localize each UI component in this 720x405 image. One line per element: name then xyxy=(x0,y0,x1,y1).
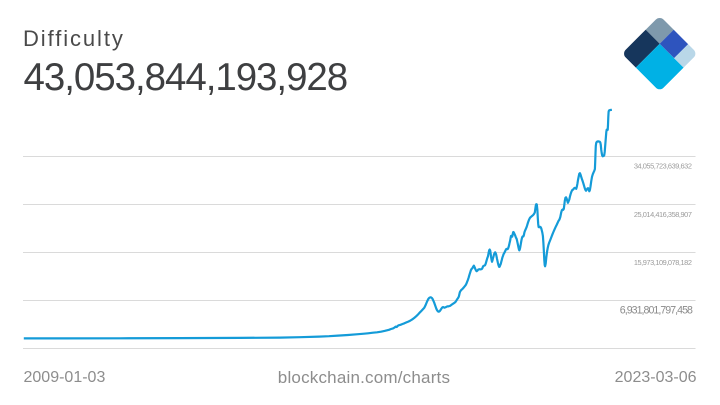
svg-text:15,973,109,078,182: 15,973,109,078,182 xyxy=(634,258,692,267)
svg-text:6,931,801,797,458: 6,931,801,797,458 xyxy=(620,304,693,316)
svg-text:34,055,723,639,632: 34,055,723,639,632 xyxy=(634,162,692,171)
svg-text:25,014,416,358,907: 25,014,416,358,907 xyxy=(634,210,692,219)
